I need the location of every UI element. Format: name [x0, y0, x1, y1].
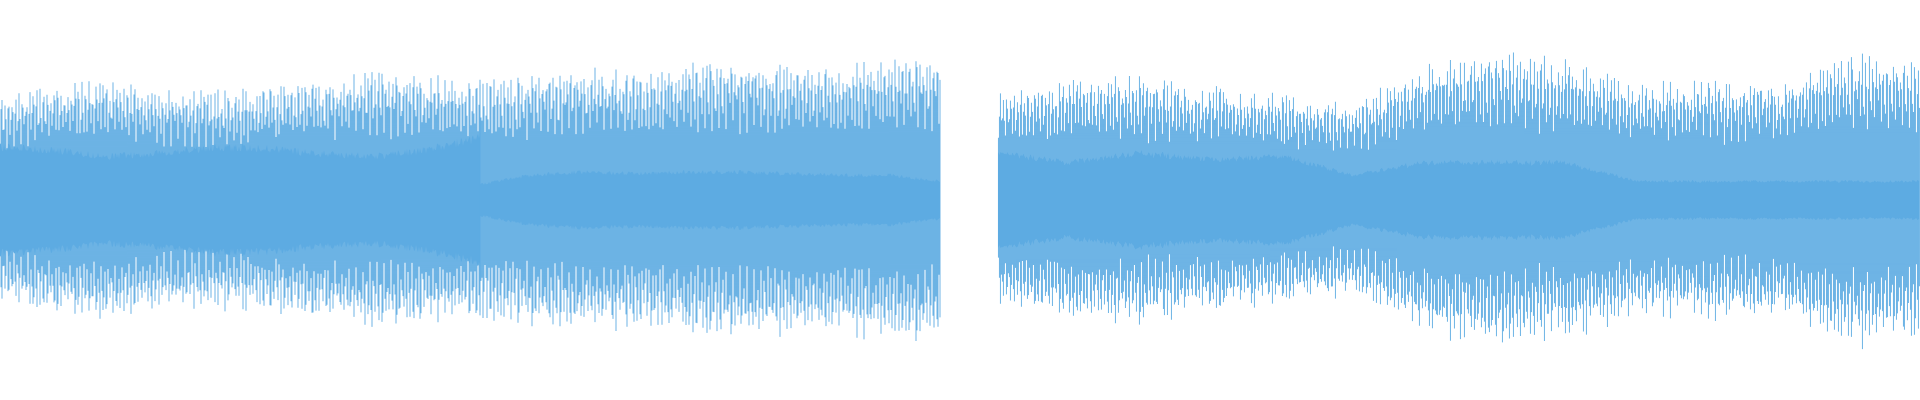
waveform-clip-3[interactable] — [997, 52, 1920, 350]
waveform-clip-1[interactable] — [0, 72, 481, 327]
waveform-clips — [0, 52, 1920, 350]
waveform-body — [998, 149, 1920, 251]
waveform-body — [0, 133, 480, 267]
waveform-clip-2[interactable] — [479, 59, 941, 341]
waveform-body — [480, 169, 940, 231]
